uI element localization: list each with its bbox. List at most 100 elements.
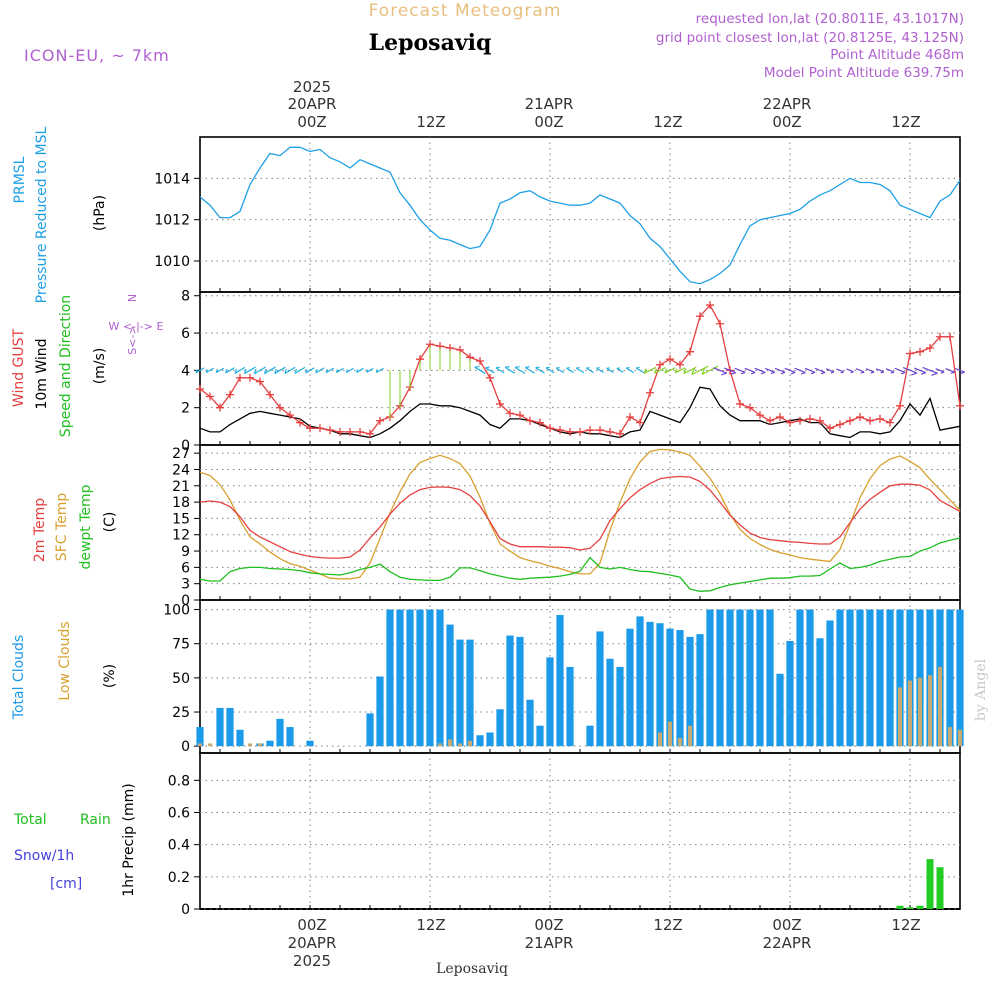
wind-gust-marker (666, 355, 674, 364)
total-cloud-bar (896, 609, 904, 747)
bottom-hour-label-1: 12Z (416, 916, 445, 934)
t2m-line (199, 475, 961, 559)
wind-direction-arrow (935, 368, 945, 374)
top-hour-label-0: 00Z (297, 113, 326, 131)
bottom-hour-label-3: 12Z (653, 916, 682, 934)
low-cloud-bar (907, 680, 913, 747)
precip-bar (926, 859, 934, 909)
wind-gust-marker (626, 413, 634, 422)
total-cloud-bar (546, 657, 554, 747)
precip-bar (936, 867, 944, 909)
total-cloud-bar (236, 729, 244, 747)
total-cloud-bar (526, 699, 534, 747)
wind-direction-arrow (744, 367, 756, 375)
pressure-label-1: PRMSL (12, 156, 28, 203)
wind-gust-marker (676, 360, 684, 369)
wind-direction-arrow (205, 367, 215, 374)
wind-direction-arrow (606, 367, 614, 373)
wind-direction-arrow (865, 368, 875, 374)
dewpt-line (199, 537, 961, 592)
precip-label-rain: Rain (80, 812, 111, 828)
wind-gust-marker (206, 392, 214, 401)
wind-direction-arrow (664, 367, 676, 374)
wind-direction-arrow (814, 367, 826, 375)
total-cloud-bar (836, 609, 844, 747)
low-cloud-bar (657, 732, 663, 747)
clouds-label-1: Total Clouds (11, 635, 27, 720)
wind-gust-marker (496, 399, 504, 408)
low-cloud-bar (937, 666, 943, 747)
wind-direction-arrow (586, 367, 594, 374)
wind-gust-marker (686, 347, 694, 356)
temp-label-1: 2m Temp (32, 498, 48, 562)
low-cloud-bar (437, 743, 443, 747)
panel-temp-ytick-label: 21 (172, 479, 190, 495)
panel-clouds-ytick-label: 75 (172, 637, 190, 653)
wind-label-1: Wind GUST (11, 328, 27, 407)
low-cloud-bar (957, 729, 963, 747)
wind-gust-marker (536, 418, 544, 427)
wind-direction-arrow (535, 366, 545, 374)
total-cloud-bar (906, 609, 914, 747)
wind-direction-arrow (263, 366, 276, 375)
total-cloud-bar (386, 609, 394, 747)
bottom-date-label-1: 21APR (525, 934, 574, 952)
precip-label-total: Total (13, 812, 47, 828)
total-cloud-bar (656, 623, 664, 747)
wind-direction-arrow (345, 367, 354, 374)
wind-gust-marker (216, 403, 224, 412)
total-cloud-bar (486, 732, 494, 747)
model-name: ICON-EU, ~ 7km (24, 46, 170, 65)
total-cloud-bar (786, 640, 794, 747)
total-cloud-bar (796, 609, 804, 747)
wind-gust-marker (646, 388, 654, 397)
total-cloud-bar (466, 639, 474, 747)
wind-gust-marker (766, 416, 774, 425)
total-cloud-bar (476, 735, 484, 747)
panel-precip-ytick-label: 0.6 (168, 806, 190, 822)
wind-direction-arrow (724, 367, 736, 375)
low-cloud-bar (947, 727, 953, 747)
total-cloud-bar (706, 609, 714, 747)
wind-direction-arrow (825, 368, 835, 374)
wind-direction-arrow (274, 366, 286, 375)
total-cloud-bar (666, 628, 674, 747)
total-cloud-bar (306, 740, 314, 747)
compass-s: S<-> (126, 325, 139, 354)
wind-direction-arrow (485, 366, 495, 374)
total-cloud-bar (216, 707, 224, 747)
wind-direction-arrow (955, 367, 965, 375)
panel-temp-ytick-label: 15 (172, 511, 190, 527)
point-altitude: Point Altitude 468m (830, 47, 964, 63)
wind-label-3: Speed and Direction (58, 295, 74, 437)
wind-gust-marker (246, 373, 254, 382)
wind-gust-marker (866, 416, 874, 425)
wind-gust-marker (806, 414, 814, 423)
wind-gust-marker (276, 403, 284, 412)
total-cloud-bar (266, 740, 274, 747)
total-cloud-bar (406, 609, 414, 747)
wind-gust-marker (196, 385, 204, 394)
credit-watermark: by Angel (973, 658, 989, 721)
wind-direction-arrow (596, 367, 604, 374)
total-cloud-bar (536, 725, 544, 747)
wind-direction-arrow (804, 367, 816, 375)
panel-pressure-frame (199, 136, 961, 293)
wind-direction-arrow (846, 368, 854, 374)
wind-gust-marker (316, 424, 324, 433)
wind-direction-arrow (914, 367, 926, 375)
wind-gust-marker (956, 401, 964, 410)
total-cloud-bar (426, 609, 434, 747)
wind-gust-marker (876, 414, 884, 423)
total-cloud-bar (606, 658, 614, 747)
panel-precip-ytick-label: 0.4 (168, 838, 190, 854)
wind-direction-arrow (653, 367, 666, 374)
total-cloud-bar (726, 609, 734, 747)
total-cloud-bar (516, 636, 524, 747)
total-cloud-bar (226, 707, 234, 747)
wind-direction-arrow (495, 366, 505, 374)
total-cloud-bar (556, 615, 564, 747)
low-cloud-bar (927, 675, 933, 747)
wind-gust-marker (826, 424, 834, 433)
